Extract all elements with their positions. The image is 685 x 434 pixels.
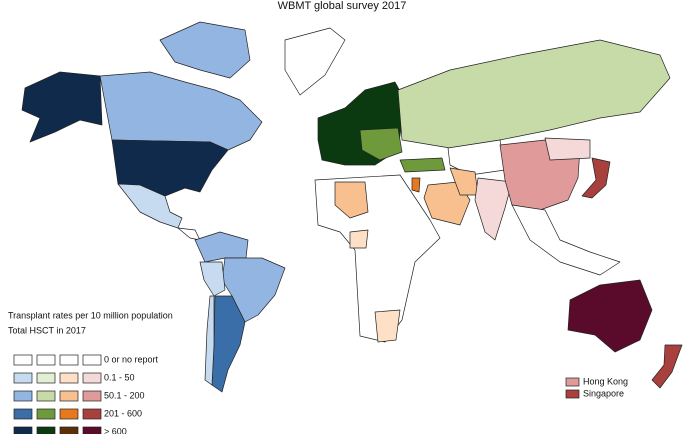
alaska xyxy=(21,71,103,143)
legend-swatch xyxy=(36,354,56,366)
legend-swatch xyxy=(59,426,79,434)
canada-islands xyxy=(159,21,251,79)
legend-swatch xyxy=(13,390,33,402)
europe-central xyxy=(359,127,403,161)
inset-legend: Hong Kong Singapore xyxy=(565,376,628,399)
colombia-venezuela xyxy=(194,231,249,263)
inset-swatch xyxy=(565,389,580,399)
legend-swatch xyxy=(13,354,33,366)
legend-subtitle: Total HSCT in 2017 xyxy=(8,325,86,335)
inset-swatch xyxy=(565,377,580,387)
legend-label: 50.1 - 200 xyxy=(104,390,145,400)
central-america xyxy=(177,227,201,241)
central-asia xyxy=(447,139,506,176)
legend-swatch xyxy=(36,426,56,434)
angola xyxy=(349,229,369,249)
south-africa xyxy=(374,309,401,343)
legend-swatch xyxy=(82,372,102,384)
legend-swatch xyxy=(82,408,102,420)
southeast-asia xyxy=(511,204,621,276)
russia xyxy=(397,39,671,149)
legend-title: Transplant rates per 10 million populati… xyxy=(8,310,173,320)
legend: 0 or no report 0.1 - 50 50.1 - 200 201 - 60… xyxy=(13,354,159,434)
legend-swatch xyxy=(59,390,79,402)
legend-swatch xyxy=(36,390,56,402)
legend-label: > 600 xyxy=(104,426,127,434)
japan xyxy=(581,157,611,199)
legend-swatch xyxy=(13,426,33,434)
brazil xyxy=(221,257,286,323)
greenland xyxy=(284,27,346,96)
mexico xyxy=(117,183,183,229)
peru xyxy=(199,261,226,297)
legend-swatch xyxy=(59,408,79,420)
israel-lebanon xyxy=(411,177,421,193)
legend-label: 201 - 600 xyxy=(104,408,142,418)
legend-swatch xyxy=(59,372,79,384)
india xyxy=(474,177,513,241)
legend-swatch xyxy=(13,408,33,420)
legend-swatch xyxy=(59,354,79,366)
legend-swatch xyxy=(36,408,56,420)
map-title: WBMT global survey 2017 xyxy=(278,0,407,12)
mongolia xyxy=(544,137,591,161)
australia xyxy=(567,279,653,353)
legend-swatch xyxy=(82,354,102,366)
inset-label: Singapore xyxy=(583,388,624,398)
legend-swatch xyxy=(13,372,33,384)
legend-swatch xyxy=(36,372,56,384)
new-zealand xyxy=(651,344,683,389)
countries xyxy=(21,21,683,393)
legend-swatch xyxy=(82,390,102,402)
algeria xyxy=(334,181,369,219)
legend-label: 0.1 - 50 xyxy=(104,372,135,382)
canada xyxy=(99,71,263,151)
legend-swatch xyxy=(82,426,102,434)
chile xyxy=(204,295,215,386)
turkey xyxy=(399,157,446,173)
legend-label: 0 or no report xyxy=(104,354,159,364)
inset-label: Hong Kong xyxy=(583,376,628,386)
